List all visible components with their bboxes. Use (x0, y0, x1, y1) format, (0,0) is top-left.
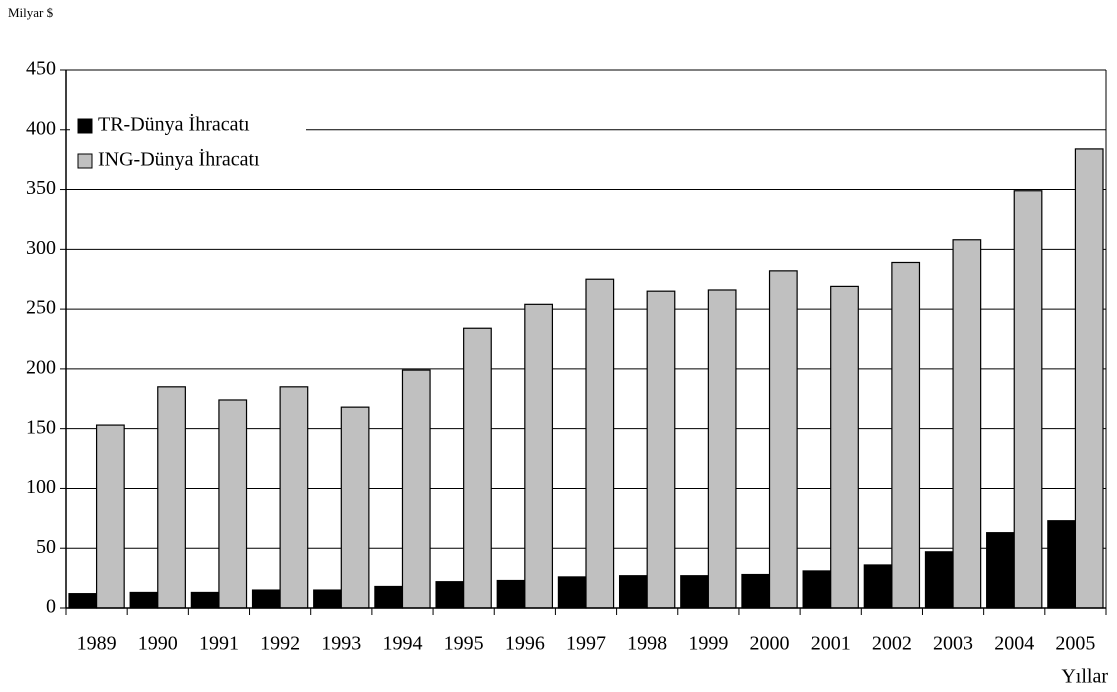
y-unit-label: Milyar $ (8, 5, 54, 20)
bar (952, 239, 982, 609)
bar (524, 303, 554, 609)
x-tick-label: 1989 (77, 633, 117, 655)
x-tick-label: 1994 (382, 633, 422, 655)
y-tick-label: 300 (26, 237, 56, 259)
bar (1013, 190, 1043, 609)
bar (863, 564, 893, 609)
x-tick-label: 2001 (811, 633, 851, 655)
bar (768, 270, 798, 609)
x-tick-label: 2000 (750, 633, 790, 655)
bar (129, 591, 159, 609)
x-tick-label: 1990 (138, 633, 178, 655)
y-tick-label: 0 (46, 596, 56, 618)
bar (557, 576, 587, 609)
bar (924, 551, 954, 609)
y-tick-label: 450 (26, 58, 56, 80)
bar (986, 532, 1015, 609)
legend-label: TR-Dünya İhracatı (98, 113, 250, 136)
bar (313, 589, 342, 609)
bar (618, 575, 648, 609)
y-tick-label: 400 (26, 117, 56, 139)
bar (830, 285, 859, 609)
bar (435, 581, 465, 609)
bar (374, 585, 404, 609)
x-tick-label: 1993 (321, 633, 361, 655)
y-tick-label: 200 (26, 356, 56, 378)
y-tick-label: 100 (26, 476, 56, 498)
bar (279, 386, 309, 609)
x-axis-label: Yıllar (1061, 666, 1108, 688)
bar (1047, 520, 1077, 609)
bar (585, 278, 615, 609)
y-tick-label: 250 (26, 297, 56, 319)
bar (680, 575, 709, 609)
x-tick-label: 1991 (199, 633, 239, 655)
y-tick-label: 350 (26, 177, 56, 199)
legend-swatch (77, 153, 93, 169)
bar (68, 593, 98, 609)
x-tick-label: 1997 (566, 633, 606, 655)
y-tick-label: 150 (26, 416, 56, 438)
x-tick-label: 1992 (260, 633, 300, 655)
bar (802, 570, 832, 609)
x-tick-label: 1996 (505, 633, 545, 655)
bar (157, 386, 186, 609)
x-tick-label: 2004 (994, 633, 1034, 655)
bar (95, 424, 125, 609)
x-tick-label: 2005 (1055, 633, 1095, 655)
bar (401, 369, 431, 609)
bar (707, 289, 737, 609)
legend-label: ING-Dünya İhracatı (98, 148, 260, 171)
bar (646, 290, 676, 609)
legend-swatch (77, 118, 93, 134)
x-tick-label: 1998 (627, 633, 667, 655)
bar (251, 589, 281, 609)
x-tick-label: 1999 (688, 633, 728, 655)
bar (1074, 148, 1104, 609)
bar (218, 399, 248, 609)
bar (340, 406, 370, 609)
bar (463, 327, 492, 609)
bar (741, 573, 771, 609)
x-tick-label: 2002 (872, 633, 912, 655)
bar (891, 261, 921, 609)
legend-box (70, 106, 306, 176)
y-tick-label: 50 (36, 536, 56, 558)
bar (496, 579, 526, 609)
x-tick-label: 2003 (933, 633, 973, 655)
bar (190, 591, 220, 609)
x-tick-label: 1995 (444, 633, 484, 655)
